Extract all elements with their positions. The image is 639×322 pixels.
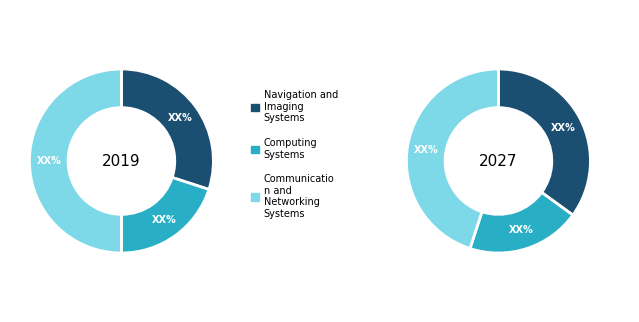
Wedge shape (121, 69, 213, 189)
Text: XX%: XX% (414, 145, 439, 155)
Wedge shape (498, 69, 590, 215)
Text: XX%: XX% (168, 113, 192, 123)
Text: XX%: XX% (551, 123, 576, 133)
Wedge shape (29, 69, 121, 253)
Text: XX%: XX% (152, 215, 176, 225)
Text: XX%: XX% (36, 156, 61, 166)
Wedge shape (470, 192, 573, 253)
Wedge shape (406, 69, 498, 249)
Wedge shape (121, 177, 209, 253)
Text: 2027: 2027 (479, 154, 518, 168)
Legend: Navigation and
Imaging
Systems, Computing
Systems, Communicatio
n and
Networking: Navigation and Imaging Systems, Computin… (251, 90, 338, 219)
Text: 2019: 2019 (102, 154, 141, 168)
Text: XX%: XX% (509, 225, 534, 235)
